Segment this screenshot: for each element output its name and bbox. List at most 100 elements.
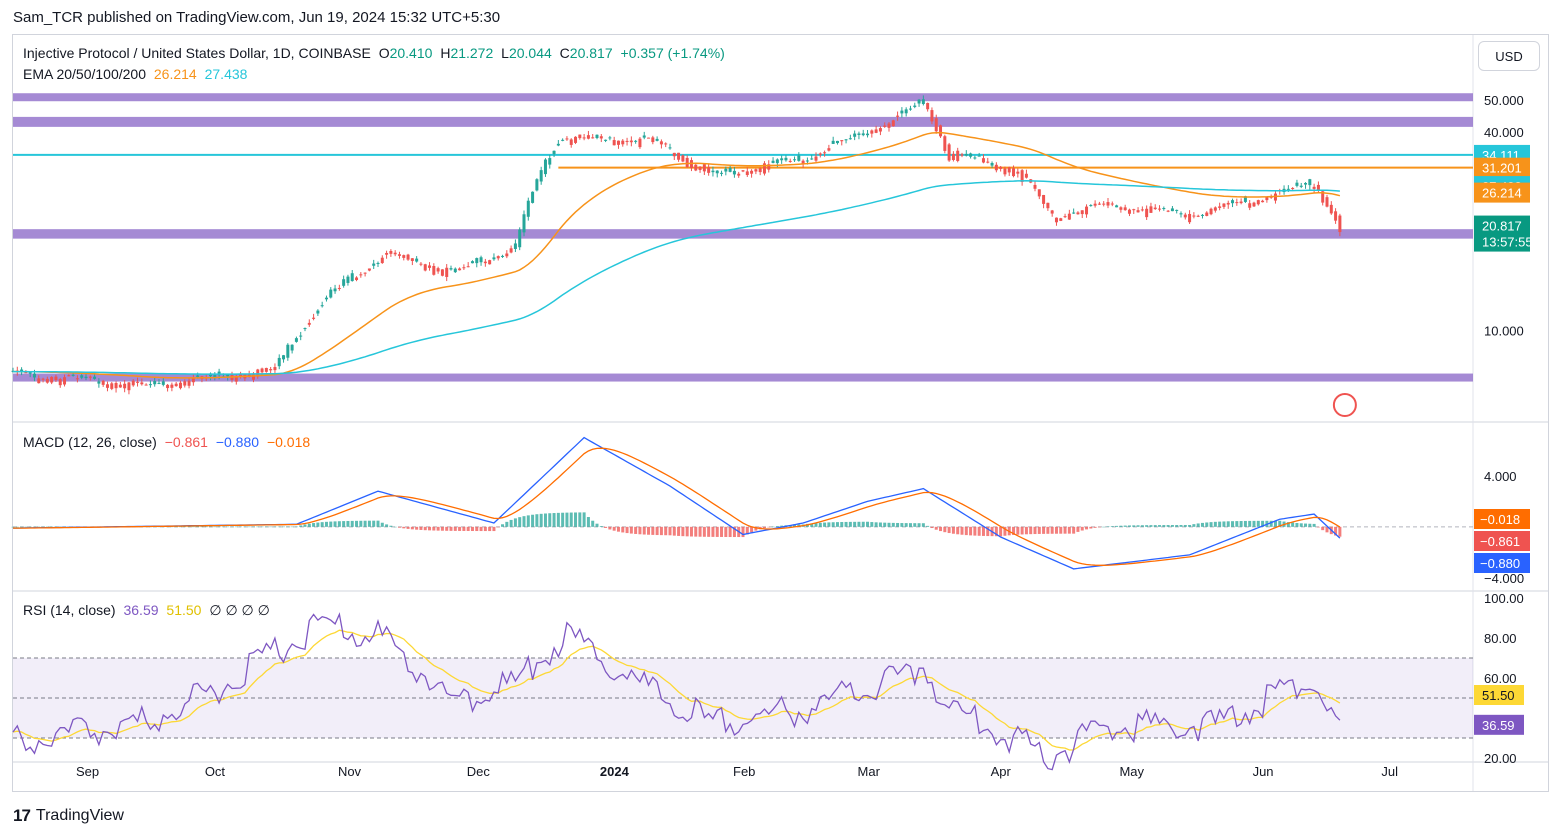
candle-body [148,384,152,386]
candle-body [1243,196,1247,202]
macd-histogram-bar [1278,520,1282,527]
macd-histogram-bar [1200,522,1204,527]
candle-body [1136,210,1140,213]
macd-histogram-bar [251,526,255,528]
candle-body [513,243,517,249]
candle-body [333,288,337,292]
candle-body [956,150,960,161]
candle-body [50,376,54,383]
macd-histogram-bar [762,526,766,529]
macd-line [13,436,1341,570]
candle-body [1205,212,1209,216]
rsi-value-badge-label: 36.59 [1482,718,1515,733]
candle-body [1127,209,1131,214]
macd-histogram-bar [359,520,363,527]
candle-body [659,141,663,145]
candle-body [788,160,792,162]
candle-body [436,268,440,272]
candle-body [1102,203,1106,205]
macd-histogram-bar [342,521,346,527]
macd-value-badge [1474,553,1530,573]
macd-value-badge-label: −0.880 [1480,556,1520,571]
rsi-tick-label: 100.00 [1484,591,1524,606]
candle-body [526,200,530,217]
macd-histogram-bar [479,526,483,532]
price-badge [1474,157,1530,178]
symbol-title[interactable]: Injective Protocol / United States Dolla… [23,45,371,61]
rsi-value-badge [1474,685,1524,705]
candle-body [1235,202,1239,204]
macd-histogram-bar [543,513,547,527]
candle-body [1295,182,1299,186]
candle-body [440,269,444,276]
candle-body [479,257,483,263]
publisher-line: Sam_TCR published on TradingView.com, Ju… [13,9,501,26]
candle-body [449,268,453,270]
high-value: 21.272 [450,45,494,61]
candle-body [556,143,560,146]
candle-body [402,255,406,258]
candle-body [114,382,118,389]
macd-histogram-bar [741,526,745,538]
candle-body [1338,215,1342,233]
macd-histogram-bar [827,522,831,527]
rsi-value: 36.59 [123,602,159,618]
macd-histogram-bar [1273,520,1277,527]
macd-histogram-bar [578,512,582,527]
macd-histogram-bar [226,526,230,528]
macd-histogram-bar [1016,526,1020,535]
macd-histogram-bar [616,526,620,532]
macd-histogram-bar [878,522,882,527]
candle-body [1200,214,1204,216]
ema-label[interactable]: EMA 20/50/100/200 [23,66,146,82]
currency-button[interactable]: USD [1478,41,1540,71]
candle-body [1226,202,1230,205]
macd-histogram-bar [1209,522,1213,527]
candle-body [140,382,144,385]
footer-brand: 17 TradingView [13,806,124,826]
candle-body [1256,200,1260,205]
candle-body [878,128,882,132]
macd-histogram-bar [1291,522,1295,527]
macd-histogram-bar [453,526,457,531]
candle-body [986,161,990,163]
macd-histogram-bar [677,526,681,536]
candle-body [509,248,513,253]
macd-histogram-bar [380,522,384,527]
macd-histogram-bar [793,524,797,527]
candle-body [569,139,573,145]
candle-body [1054,217,1058,223]
rsi-label[interactable]: RSI (14, close) [23,602,116,618]
macd-histogram-bar [277,526,281,528]
macd-label[interactable]: MACD (12, 26, close) [23,434,157,450]
candle-body [835,140,839,144]
macd-histogram-bar [32,526,36,528]
macd-histogram-bar [1175,525,1179,527]
macd-histogram-bar [1085,526,1089,530]
macd-histogram-bar [385,524,389,527]
macd-histogram-bar [1269,520,1273,527]
time-axis-label: Jun [1253,764,1274,779]
candle-body [93,376,97,379]
candle-body [960,154,964,156]
candle-body [316,310,320,314]
ema-value-orange: 26.214 [153,66,197,82]
time-axis-label: Mar [858,764,881,779]
macd-histogram-bar [574,512,578,527]
candle-body [251,374,255,380]
macd-histogram-bar [840,522,844,527]
macd-histogram-bar [1304,523,1308,527]
macd-histogram-bar [234,526,238,528]
macd-histogram-bar [750,526,754,533]
macd-histogram-bar [415,526,419,530]
candle-body [282,355,286,360]
candle-body [531,191,535,203]
candle-body [698,166,702,170]
macd-histogram-bar [213,526,217,528]
macd-value-2: −0.880 [215,434,260,450]
macd-histogram-bar [363,520,367,527]
macd-histogram-bar [1256,520,1260,527]
price-tick-label: 40.000 [1484,125,1524,140]
candle-body [604,139,608,141]
